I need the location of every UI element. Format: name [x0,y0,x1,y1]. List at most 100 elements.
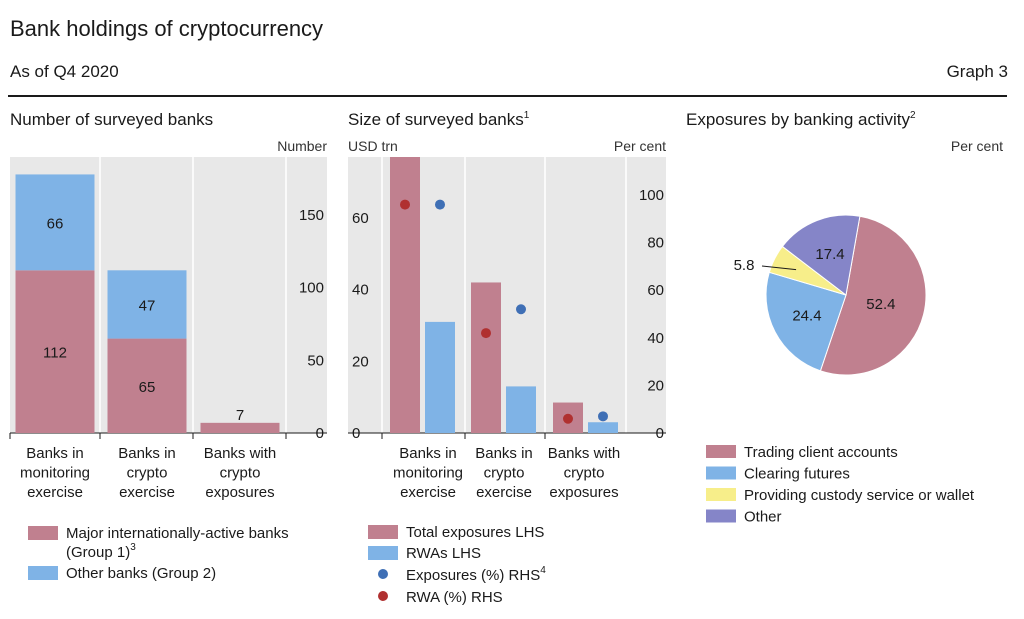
panel1-bar-group2 [107,270,187,339]
panel1-category-label: crypto [220,465,261,482]
legend-label-exposures-pct: Exposures (%) RHS4 [406,565,546,584]
legend-label-rwas: RWAs LHS [406,545,481,562]
panel2-dot-exposures-pct [435,199,445,210]
panel1-bar-group2 [15,174,95,271]
panel1-ytick: 100 [299,280,324,297]
panel2-category-label: exercise [400,484,456,501]
panel-number-of-banks: Number of surveyed banks Number 66 112 47 6… [9,110,327,582]
legend-label-group1: Major internationally-active banks [66,525,289,542]
panel3-title-sup: 2 [910,110,916,121]
legend-swatch-custody [706,488,736,501]
pie-slice-other [781,214,861,296]
legend-swatch-rwa-pct [378,591,388,601]
panel1-category-label: Banks with [204,445,277,462]
pie-leader-line [761,265,797,271]
legend-label-custody: Providing custody service or wallet [744,487,975,504]
panel2-title-sup: 1 [524,110,530,121]
panel2-category-label: Banks with [548,445,621,462]
panel2-bar-rwas [588,422,618,433]
panel2-category-label: crypto [564,465,605,482]
graph-number: Graph 3 [946,62,1008,81]
panel1-ytick: 0 [316,425,324,442]
panel2-dot-rwa-pct [400,199,410,210]
panel2-category-label: exercise [476,484,532,501]
panel2-bar-rwas [425,321,455,433]
panel1-category-label: Banks in [118,445,176,462]
legend-label-group2: Other banks (Group 2) [66,565,216,582]
legend-swatch-trading [706,445,736,458]
pie-data-label: 5.8 [734,257,755,274]
pie-data-label: 52.4 [866,296,895,313]
panel1-category-label: monitoring [20,465,90,482]
panel1-ytick: 50 [307,352,324,369]
panel2-ytick-right: 100 [639,187,664,204]
panel1-category-label: Banks in [26,445,84,462]
panel1-bar-group1 [107,338,187,433]
panel1-data-label: 7 [236,407,244,424]
panel2-ytick-right: 40 [647,330,664,347]
panel1-category-label: exposures [205,484,274,501]
panel2-bar-total-exposures [471,282,501,433]
panel1-bar-group1 [15,270,95,433]
panel2-ytick-right: 80 [647,235,664,252]
legend-swatch-other [706,509,736,523]
panel-exposures-by-activity: Exposures by banking activity2 Per cent … [686,110,1003,526]
panel2-bar-total-exposures [390,157,420,433]
panel1-data-label: 47 [139,297,156,314]
panel2-title: Size of surveyed banks1 [348,110,530,129]
legend-label-rwa-pct: RWA (%) RHS [406,589,503,606]
legend-label-total-exposures: Total exposures LHS [406,524,544,541]
panel1-data-label: 65 [139,379,156,396]
panel2-category-label: Banks in [399,445,457,462]
panel1-data-label: 112 [43,345,67,362]
panel2-ytick-right: 0 [656,425,664,442]
legend-label-other: Other [744,509,782,526]
panel2-category-label: monitoring [393,465,463,482]
panel1-category-label: crypto [127,465,168,482]
legend-label-group1-line2: (Group 1)3 [66,542,136,561]
panel2-dot-rwa-pct [563,413,573,424]
panel2-dot-exposures-pct [598,411,608,422]
panel1-unit-right: Number [277,138,327,154]
panel2-category-label: crypto [484,465,525,482]
legend-label-clearing: Clearing futures [744,466,850,483]
page-subtitle: As of Q4 2020 [10,62,119,81]
panel2-ytick-left: 20 [352,353,369,370]
legend-swatch-group2 [28,566,58,580]
panel2-unit-left: USD trn [348,138,398,154]
panel2-category-label: exposures [549,484,618,501]
panel1-title: Number of surveyed banks [10,110,213,129]
legend-label-trading: Trading client accounts [744,444,898,461]
panel-size-of-banks: Size of surveyed banks1 USD trn Per cent… [348,110,666,606]
panel2-title-text: Size of surveyed banks [348,110,524,129]
legend-sup-group1: 3 [130,542,136,553]
panel2-ytick-left: 60 [352,210,369,227]
panel3-title-text: Exposures by banking activity [686,110,910,129]
panel1-bar-group1 [200,422,280,433]
panel1-category-label: exercise [119,484,175,501]
panel2-dot-exposures-pct [516,304,526,315]
panel3-title: Exposures by banking activity2 [686,110,916,129]
panel2-ytick-left: 0 [352,425,360,442]
panel1-ytick: 150 [299,207,324,224]
legend-swatch-rwas [368,546,398,560]
pie-data-label: 17.4 [815,246,844,263]
panel2-bar-rwas [506,386,536,433]
pie-slice-clearing [765,271,847,372]
panel2-unit-right: Per cent [614,138,666,154]
panel2-ytick-right: 60 [647,282,664,299]
panel1-category-label: exercise [27,484,83,501]
legend-swatch-clearing [706,466,736,480]
pie-data-label: 24.4 [792,307,821,324]
panel2-ytick-right: 20 [647,377,664,394]
legend-swatch-group1 [28,526,58,540]
header-rule [8,95,1007,97]
legend-swatch-total-exposures [368,525,398,539]
panel2-ytick-left: 40 [352,282,369,299]
legend-swatch-exposures-pct [378,569,388,579]
panel2-category-label: Banks in [475,445,533,462]
panel1-data-label: 66 [47,215,64,232]
legend-sup-exposures-pct: 4 [540,565,546,576]
page-title: Bank holdings of cryptocurrency [10,16,324,41]
